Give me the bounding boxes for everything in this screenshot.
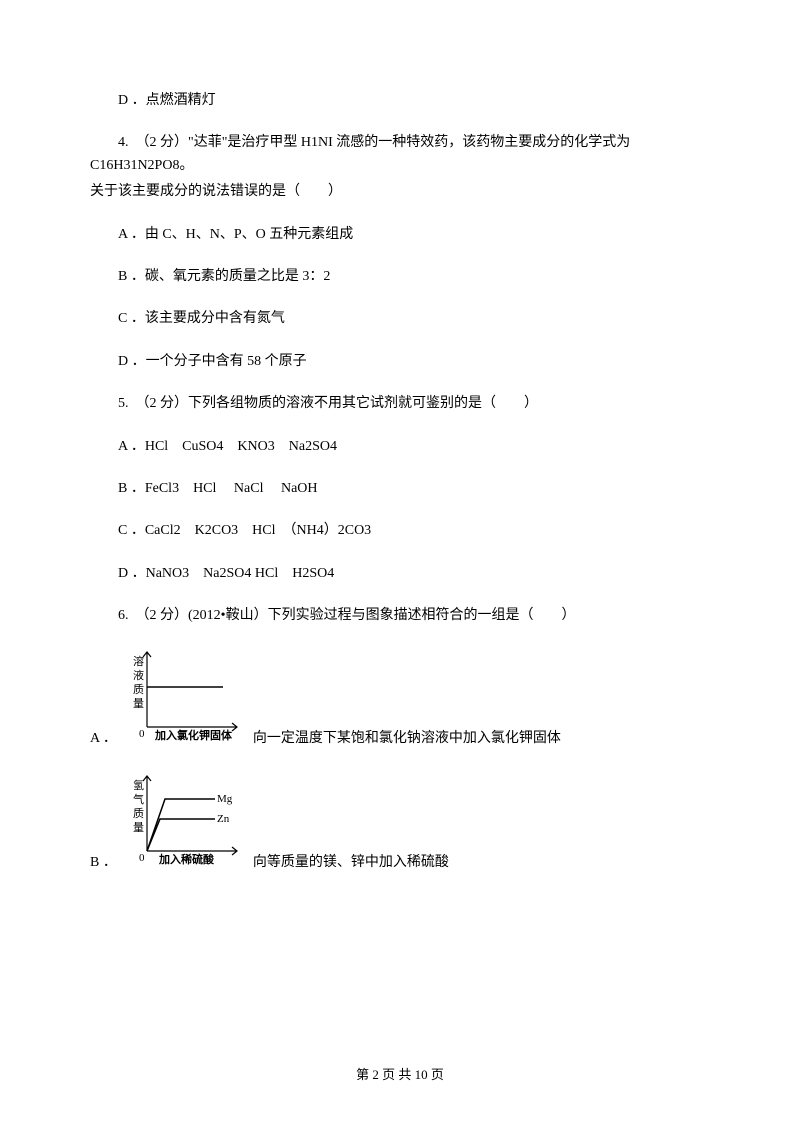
q5-option-c: C ．CaCl2 K2CO3 HCl （NH4）2CO3 [90, 520, 710, 542]
q6-option-a-text: 向一定温度下某饱和氯化钠溶液中加入氯化钾固体 [253, 728, 561, 750]
q5-stem: 5. （2 分）下列各组物质的溶液不用其它试剂就可鉴别的是（ ） [90, 393, 710, 415]
chart-b-ylabel-2: 质 [133, 807, 144, 820]
chart-b-zn-label: Zn [217, 813, 230, 825]
q5-option-a: A ．HCl CuSO4 KNO3 Na2SO4 [90, 436, 710, 458]
chart-b-ylabel-1: 气 [133, 792, 144, 806]
q4-option-b: B ．碳、氧元素的质量之比是 3：2 [90, 266, 710, 288]
q4-option-d: D ．一个分子中含有 58 个原子 [90, 351, 710, 373]
q6-option-b-text: 向等质量的镁、锌中加入稀硫酸 [253, 852, 449, 874]
page-content: D ．点燃酒精灯 4. （2 分）"达菲"是治疗甲型 H1NI 流感的一种特效药… [0, 0, 800, 934]
q6-graph-b: Mg Zn 氢 气 质 量 0 加入稀硫酸 [125, 771, 245, 874]
chart-a-origin: 0 [139, 728, 145, 740]
q4-option-a: A ．由 C、H、N、P、O 五种元素组成 [90, 224, 710, 246]
q6-graph-a: 溶 液 质 量 0 加入氯化钾固体 [125, 647, 245, 750]
q4-option-c: C ．该主要成分中含有氮气 [90, 308, 710, 330]
chart-b-mg-label: Mg [217, 793, 233, 805]
chart-b-xlabel: 加入稀硫酸 [158, 852, 215, 866]
q5-option-d: D ．NaNO3 Na2SO4 HCl H2SO4 [90, 563, 710, 585]
q6-option-b-label: B ． [90, 852, 117, 874]
q6-option-b-row: B ． Mg Zn 氢 气 质 量 0 加入稀硫酸 向等质量的镁、锌中加入稀硫酸 [90, 771, 710, 874]
chart-a-ylabel-3: 量 [133, 697, 144, 710]
chart-a-ylabel-0: 溶 [133, 654, 144, 668]
q4-stem-line1: 4. （2 分）"达菲"是治疗甲型 H1NI 流感的一种特效药，该药物主要成分的… [90, 132, 710, 177]
chart-b-ylabel-0: 氢 [133, 778, 144, 792]
page-footer: 第 2 页 共 10 页 [0, 1065, 800, 1086]
q4-stem-line2: 关于该主要成分的说法错误的是（ ） [90, 181, 710, 203]
chart-b-origin: 0 [139, 852, 145, 864]
chart-a-ylabel-1: 液 [133, 668, 144, 682]
chart-b-ylabel-3: 量 [133, 821, 144, 834]
q6-stem: 6. （2 分）(2012•鞍山）下列实验过程与图象描述相符合的一组是（ ） [90, 605, 710, 627]
q3-option-d: D ．点燃酒精灯 [90, 90, 710, 112]
chart-b-svg: Mg Zn 氢 气 质 量 0 加入稀硫酸 [125, 771, 245, 866]
chart-a-svg: 溶 液 质 量 0 加入氯化钾固体 [125, 647, 245, 742]
chart-a-ylabel-2: 质 [133, 683, 144, 696]
q6-option-a-label: A ． [90, 728, 117, 750]
q6-option-a-row: A ． 溶 液 质 量 0 加入氯化钾固体 向一定温度下某饱和氯化钠溶液中加入氯… [90, 647, 710, 750]
chart-a-xlabel: 加入氯化钾固体 [154, 728, 233, 742]
q5-option-b: B ．FeCl3 HCl NaCl NaOH [90, 478, 710, 500]
